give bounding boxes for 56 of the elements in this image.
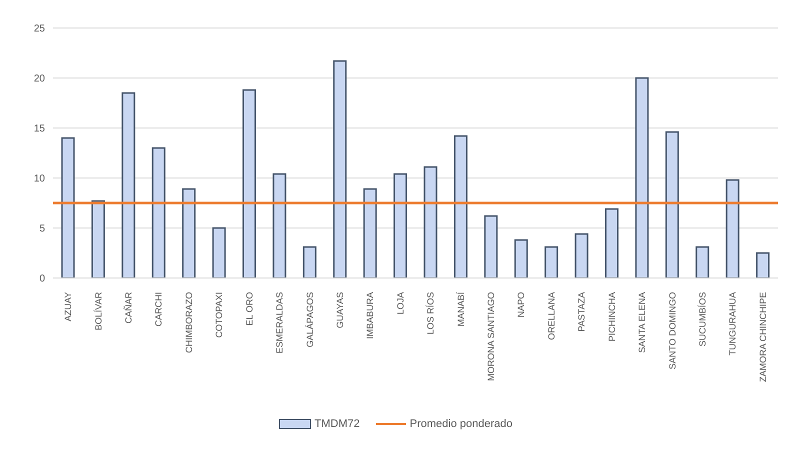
bar bbox=[454, 135, 468, 278]
bar bbox=[122, 92, 136, 278]
bar bbox=[424, 166, 438, 278]
bar bbox=[484, 215, 498, 278]
bar bbox=[212, 227, 226, 278]
y-tick-label: 0 bbox=[39, 274, 46, 285]
bar bbox=[635, 77, 649, 278]
bar bbox=[756, 252, 770, 278]
x-tick-label: GALÁPAGOS bbox=[304, 292, 315, 348]
bar bbox=[605, 208, 618, 278]
x-tick-label: CARCHI bbox=[154, 292, 164, 327]
bar bbox=[726, 179, 740, 278]
x-tick-label: COTOPAXI bbox=[214, 292, 224, 338]
x-tick-label: ORELLANA bbox=[546, 292, 556, 340]
bar bbox=[363, 188, 377, 278]
x-tick-label: AZUAY bbox=[63, 292, 74, 322]
bar bbox=[61, 137, 75, 278]
bar bbox=[394, 173, 408, 278]
bar bbox=[272, 173, 286, 278]
bar bbox=[91, 200, 105, 278]
bar bbox=[333, 60, 347, 278]
x-tick-label: CHIMBORAZO bbox=[184, 292, 194, 354]
x-tick-label: MORONA SANTIAGO bbox=[486, 292, 496, 382]
y-tick-label: 20 bbox=[34, 74, 46, 85]
bar bbox=[152, 147, 166, 278]
y-tick-label: 25 bbox=[34, 24, 46, 35]
x-tick-label: PASTAZA bbox=[576, 292, 587, 332]
x-tick-label: SANTO DOMINGO bbox=[667, 292, 678, 370]
x-tick-label: PICHINCHA bbox=[606, 292, 617, 342]
bar bbox=[544, 246, 558, 278]
bar bbox=[514, 239, 528, 278]
legend-label: TMDM72 bbox=[314, 418, 360, 430]
legend-label: Promedio ponderado bbox=[408, 418, 512, 430]
bar bbox=[242, 89, 256, 278]
x-tick-label: ZAMORA CHINCHIPE bbox=[758, 292, 768, 382]
x-tick-label: LOS RÍOS bbox=[426, 292, 436, 335]
x-tick-label: EL ORO bbox=[244, 292, 254, 326]
x-tick-label: BOLÍVAR bbox=[93, 292, 104, 330]
bar bbox=[182, 188, 196, 278]
bar bbox=[574, 233, 588, 278]
x-tick-label: SUCUMBÍOS bbox=[697, 292, 708, 347]
bar bbox=[665, 131, 679, 278]
bar bbox=[302, 246, 316, 278]
y-tick-label: 15 bbox=[34, 124, 46, 135]
y-tick-label: 10 bbox=[34, 174, 46, 185]
x-tick-label: CAÑAR bbox=[124, 292, 134, 324]
x-tick-label: ESMERALDAS bbox=[274, 292, 285, 354]
x-tick-label: GUAYAS bbox=[334, 292, 345, 328]
x-tick-label: IMBABURA bbox=[365, 292, 376, 340]
bar bbox=[696, 246, 710, 278]
x-tick-label: LOJA bbox=[395, 292, 406, 315]
y-tick-label: 5 bbox=[39, 224, 46, 235]
x-tick-label: NAPO bbox=[516, 292, 526, 318]
x-tick-label: TUNGURAHUA bbox=[728, 292, 738, 356]
x-tick-label: MANABÍ bbox=[456, 292, 466, 327]
x-tick-label: SANTA ELENA bbox=[637, 292, 648, 353]
